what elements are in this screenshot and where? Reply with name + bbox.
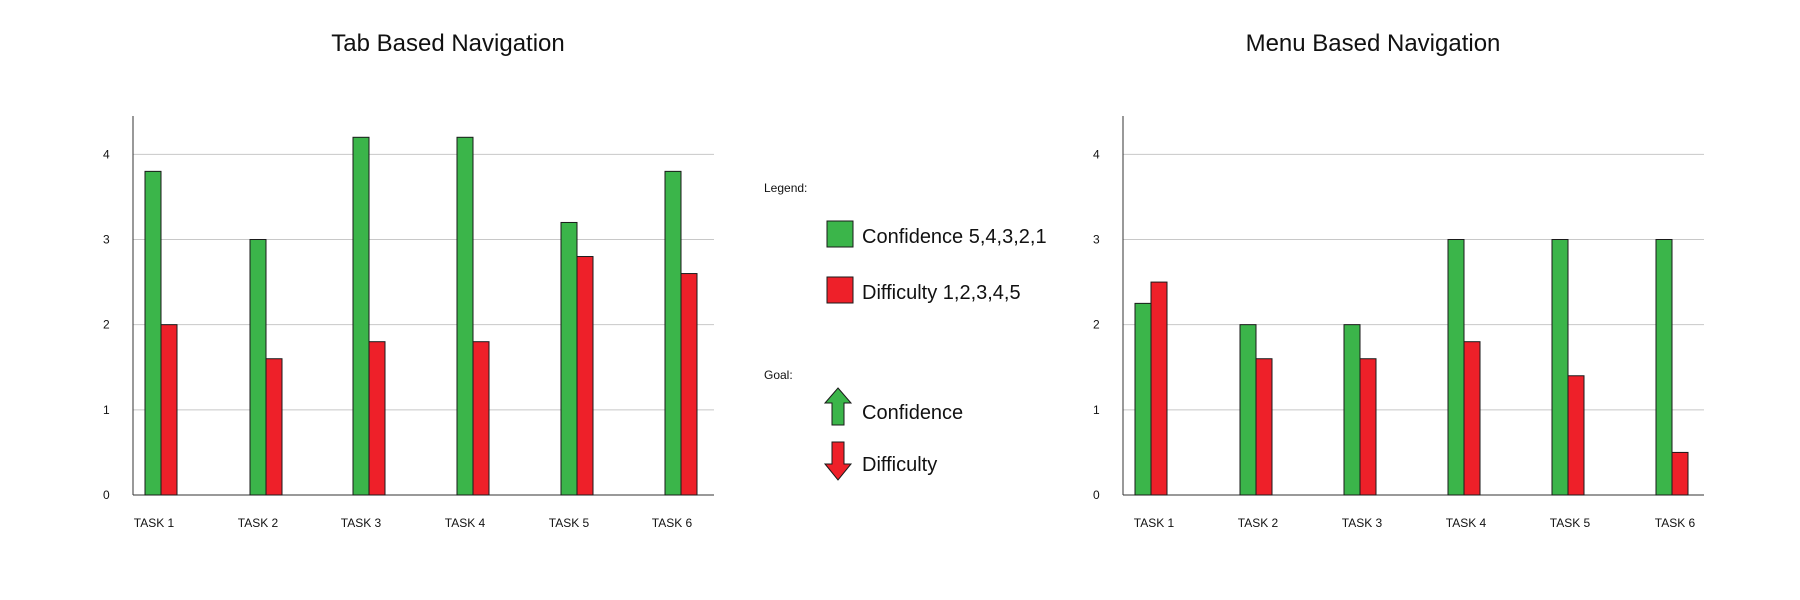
x-tick-label: TASK 1 [1134, 516, 1175, 530]
goal-panel: Goal: Confidence Difficulty [764, 368, 963, 481]
bar-difficulty [1255, 358, 1273, 496]
bar-confidence [664, 170, 682, 496]
x-tick-label: TASK 4 [1446, 516, 1487, 530]
legend-confidence-label: Confidence 5,4,3,2,1 [862, 226, 1047, 248]
bar-confidence [352, 136, 370, 496]
y-tick-label: 3 [1093, 232, 1100, 246]
chart-title: Menu Based Navigation [1246, 30, 1501, 57]
y-tick-label: 1 [1093, 403, 1100, 417]
x-tick-label: TASK 5 [1550, 516, 1591, 530]
bar-confidence [1134, 302, 1152, 496]
x-tick-label: TASK 2 [238, 516, 279, 530]
legend-heading: Legend: [764, 181, 807, 195]
bar-confidence [1447, 238, 1465, 496]
chart-1: Tab Based Navigation 0 1 2 3 4 TASK 1 TASK 2 TAS… [103, 30, 714, 530]
bar-confidence [1551, 238, 1569, 496]
x-tick-label: TASK 6 [1655, 516, 1696, 530]
bar-confidence [456, 136, 474, 496]
bar-difficulty [160, 324, 178, 496]
bar-difficulty [1463, 341, 1481, 496]
y-tick-label: 0 [103, 488, 110, 502]
goal-heading: Goal: [764, 368, 793, 382]
y-tick-label: 1 [103, 403, 110, 417]
bar-confidence [560, 221, 578, 496]
y-tick-label: 2 [103, 318, 110, 332]
bar-confidence [1655, 238, 1673, 496]
x-tick-label: TASK 2 [1238, 516, 1279, 530]
legend-confidence-swatch [826, 220, 854, 248]
bar-confidence [144, 170, 162, 496]
chart-2: Menu Based Navigation 0 1 2 3 4 TASK 1 TASK 2 TA… [1093, 30, 1704, 530]
y-tick-label: 3 [103, 232, 110, 246]
x-tick-label: TASK 4 [445, 516, 486, 530]
arrow-down-icon [823, 441, 853, 481]
goal-difficulty-label: Difficulty [862, 454, 937, 476]
bar-confidence [1239, 324, 1257, 496]
legend-difficulty-label: Difficulty 1,2,3,4,5 [862, 282, 1021, 304]
bar-difficulty [265, 358, 283, 496]
x-tick-label: TASK 1 [134, 516, 175, 530]
goal-confidence-label: Confidence [862, 402, 963, 424]
bar-difficulty [1359, 358, 1377, 496]
x-tick-label: TASK 5 [549, 516, 590, 530]
bar-difficulty [680, 273, 698, 496]
legend-difficulty-swatch [826, 276, 854, 304]
bar-difficulty [1567, 375, 1585, 496]
bar-difficulty [1671, 451, 1689, 496]
x-tick-label: TASK 6 [652, 516, 693, 530]
arrow-up-icon [823, 387, 853, 426]
chart-title: Tab Based Navigation [331, 30, 564, 57]
y-tick-label: 0 [1093, 488, 1100, 502]
legend-panel: Legend: Confidence 5,4,3,2,1 Difficulty … [764, 181, 1047, 304]
y-tick-label: 4 [103, 147, 110, 161]
bar-difficulty [472, 341, 490, 496]
bar-confidence [249, 238, 267, 496]
bar-confidence [1343, 324, 1361, 496]
bar-difficulty [576, 256, 594, 496]
x-tick-label: TASK 3 [341, 516, 382, 530]
bar-difficulty [368, 341, 386, 496]
x-tick-label: TASK 3 [1342, 516, 1383, 530]
bar-difficulty [1150, 281, 1168, 496]
y-tick-label: 4 [1093, 147, 1100, 161]
y-tick-label: 2 [1093, 318, 1100, 332]
